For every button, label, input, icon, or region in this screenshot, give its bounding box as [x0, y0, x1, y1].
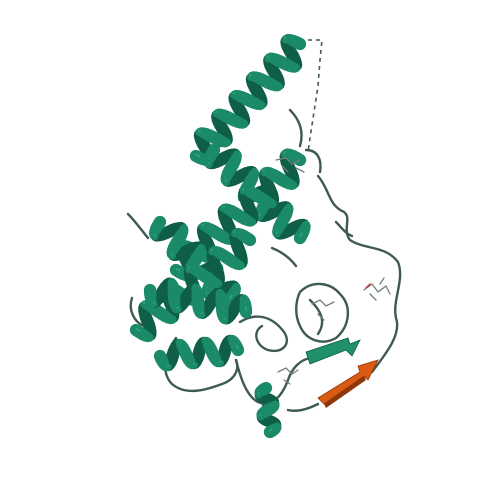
helix-ribbon-segment	[189, 361, 198, 369]
helix-ribbon-highlight	[229, 294, 233, 300]
helix-ribbon-highlight	[283, 151, 286, 154]
beta-strand-green	[305, 337, 361, 365]
helix-7-bottom	[153, 334, 245, 372]
disordered-segment-dashed	[300, 39, 323, 153]
helix-ribbon-highlight	[299, 232, 303, 238]
helix-ribbon-highlight	[210, 248, 213, 252]
helix-ribbon-segment	[208, 247, 216, 256]
coil-right-stub	[334, 220, 354, 238]
coil-inner-right-loop	[295, 282, 349, 343]
coil-right-long-loop	[316, 174, 402, 374]
helix-ribbon-segment	[168, 252, 176, 260]
helix-ribbon-highlight	[269, 428, 273, 432]
helix-ribbon-segment	[189, 149, 206, 164]
helix-1-top	[189, 33, 307, 167]
beta-strand-orange-edge	[324, 376, 366, 408]
helix-ribbon-highlight	[175, 267, 181, 272]
helix-ribbon-highlight	[170, 253, 174, 256]
coil-loops	[126, 108, 402, 436]
helix-ribbon-segment	[195, 128, 204, 136]
helix-ribbon-segment	[150, 232, 159, 241]
beta-strands	[305, 337, 379, 408]
helix-8-tail	[254, 381, 282, 439]
helix-ribbon-segment	[263, 424, 279, 439]
helix-ribbon-segment	[230, 229, 239, 238]
helix-ribbon-highlight	[195, 153, 201, 157]
sidechain-sticks-lower	[277, 367, 299, 385]
helix-ribbon-segment	[220, 316, 229, 324]
helix-ribbon-highlight	[192, 362, 196, 365]
helix-ribbon-highlight	[235, 344, 239, 350]
helix-ribbon-segment	[280, 149, 289, 158]
helix-ribbon-segment	[169, 263, 186, 279]
helix-ribbon-segment	[185, 265, 193, 274]
helix-ribbon-highlight	[233, 230, 236, 234]
helix-ribbon-segment	[215, 359, 224, 367]
helix-ribbon-segment	[163, 363, 172, 371]
sidechain-sticks-right	[363, 277, 391, 301]
helix-ribbon-segment	[260, 168, 268, 177]
helix-ribbon-highlight	[166, 364, 170, 367]
alpha-helices	[129, 33, 311, 439]
helix-ribbon-highlight	[218, 360, 222, 363]
coil-left-lower	[129, 296, 146, 328]
coil-left-tail	[126, 212, 150, 240]
coil-mid-connector	[270, 246, 298, 268]
helix-ribbon-segment	[129, 323, 146, 339]
helix-ribbon-segment	[293, 228, 309, 245]
sidechain-sticks-upper	[275, 157, 305, 173]
coil-c-term	[286, 402, 320, 412]
helix-ribbon-segment	[223, 290, 239, 307]
coil-middle-lower	[238, 315, 289, 353]
coil-top-right	[288, 108, 303, 148]
helix-ribbon-highlight	[263, 169, 265, 173]
helix-ribbon-highlight	[188, 266, 191, 270]
helix-ribbon-highlight	[135, 327, 141, 332]
ligand-sticks	[275, 157, 391, 385]
helix-ribbon-highlight	[153, 233, 156, 236]
sidechain-sticks-red	[365, 283, 371, 289]
helix-ribbon-highlight	[197, 129, 201, 132]
helix-ribbon-highlight	[223, 317, 226, 320]
sidechain-sticks-inner	[311, 299, 335, 321]
helix-6-lower	[143, 277, 253, 325]
helix-ribbon-highlight	[242, 187, 245, 191]
coil-right-outer	[304, 148, 322, 174]
